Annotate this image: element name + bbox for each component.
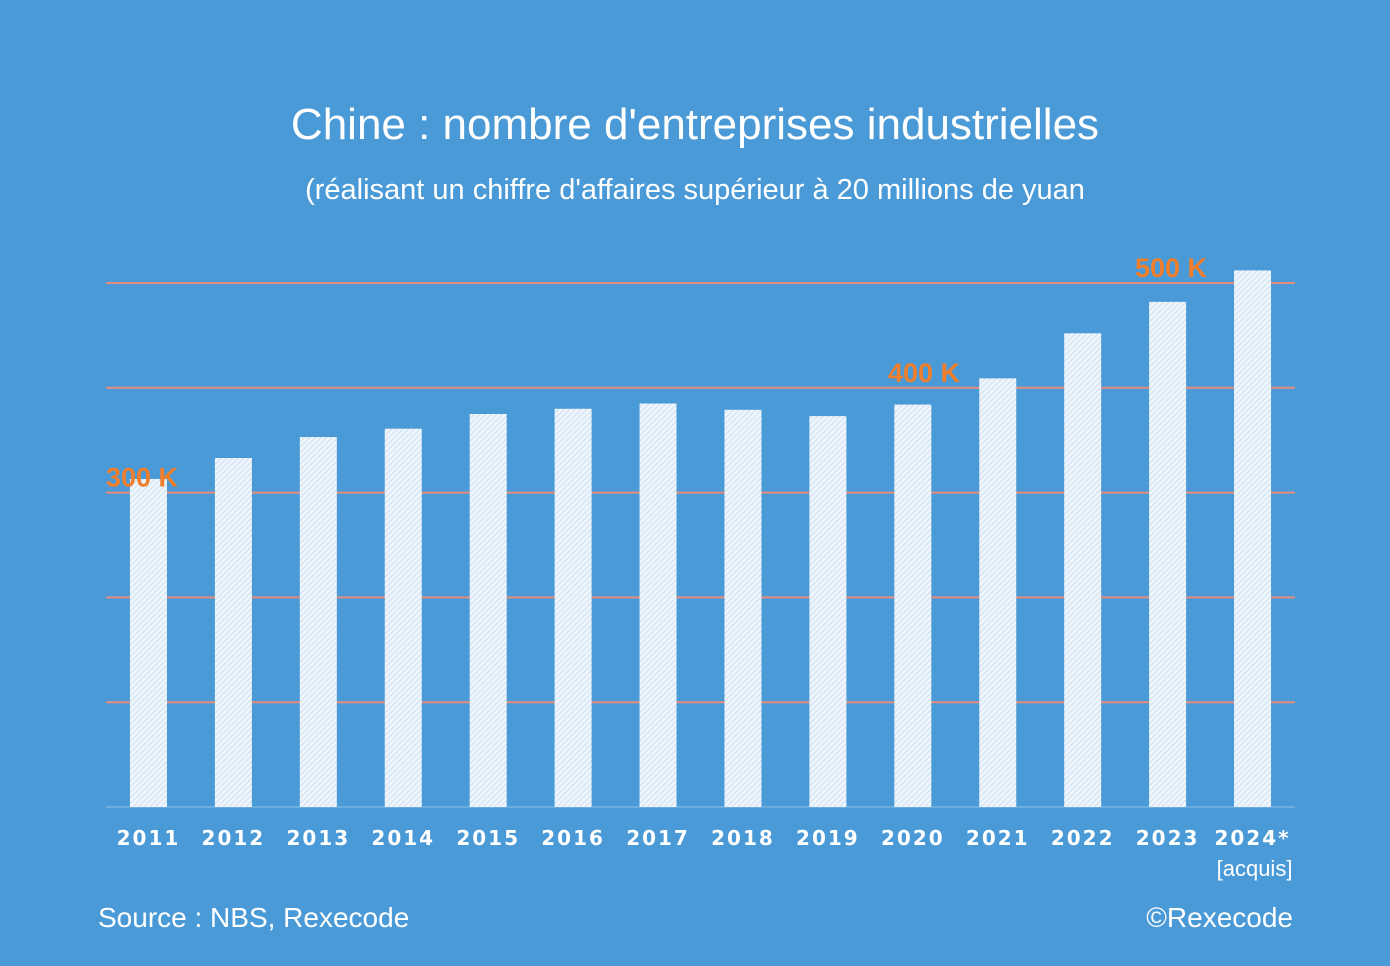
tick-label-2013: 2013 xyxy=(286,826,350,850)
gridline-label-300: 300 K xyxy=(106,463,179,493)
gridline-label-500: 500 K xyxy=(1135,253,1208,283)
gridline-labels: 300 K 400 K 500 K xyxy=(106,253,1208,493)
tick-label-2019: 2019 xyxy=(796,826,860,850)
copyright-note: ©Rexecode xyxy=(1146,902,1293,933)
bar-2018 xyxy=(724,409,762,807)
bar-2014 xyxy=(384,428,422,807)
tick-label-2016: 2016 xyxy=(541,826,605,850)
bar-2019 xyxy=(809,416,847,807)
bar-2021 xyxy=(979,378,1017,807)
chart-subtitle: (réalisant un chiffre d'affaires supérie… xyxy=(305,174,1085,206)
tick-label-2024*: 2024* xyxy=(1214,826,1290,850)
bars xyxy=(129,270,1272,807)
tick-label-2015: 2015 xyxy=(456,826,520,850)
bar-2022 xyxy=(1064,333,1102,807)
source-note: Source : NBS, Rexecode xyxy=(98,902,410,933)
bar-2012 xyxy=(214,458,252,807)
tick-label-2023: 2023 xyxy=(1136,826,1200,850)
bar-2015 xyxy=(469,414,507,807)
tick-label-2014: 2014 xyxy=(371,826,435,850)
bar-2011 xyxy=(129,478,167,807)
bar-2013 xyxy=(299,437,337,807)
bar-2016 xyxy=(554,408,592,807)
gridline-label-400: 400 K xyxy=(888,358,961,388)
bar-2024* xyxy=(1234,270,1272,807)
bar-2020 xyxy=(894,404,932,807)
tick-label-2011: 2011 xyxy=(117,826,181,850)
gridlines xyxy=(106,282,1295,808)
tick-label-2021: 2021 xyxy=(966,826,1030,850)
tick-note: [acquis] xyxy=(1217,856,1293,881)
tick-label-2017: 2017 xyxy=(626,826,690,850)
x-axis: 2011 2012 2013 2014 2015 2016 2017 2018 2019 2020… xyxy=(117,826,1293,881)
tick-label-2020: 2020 xyxy=(881,826,945,850)
tick-label-2022: 2022 xyxy=(1051,826,1115,850)
chart-title: Chine : nombre d'entreprises industriell… xyxy=(290,100,1100,149)
tick-label-2012: 2012 xyxy=(202,826,266,850)
bar-2017 xyxy=(639,403,677,807)
bar-2023 xyxy=(1149,301,1187,807)
tick-label-2018: 2018 xyxy=(711,826,775,850)
